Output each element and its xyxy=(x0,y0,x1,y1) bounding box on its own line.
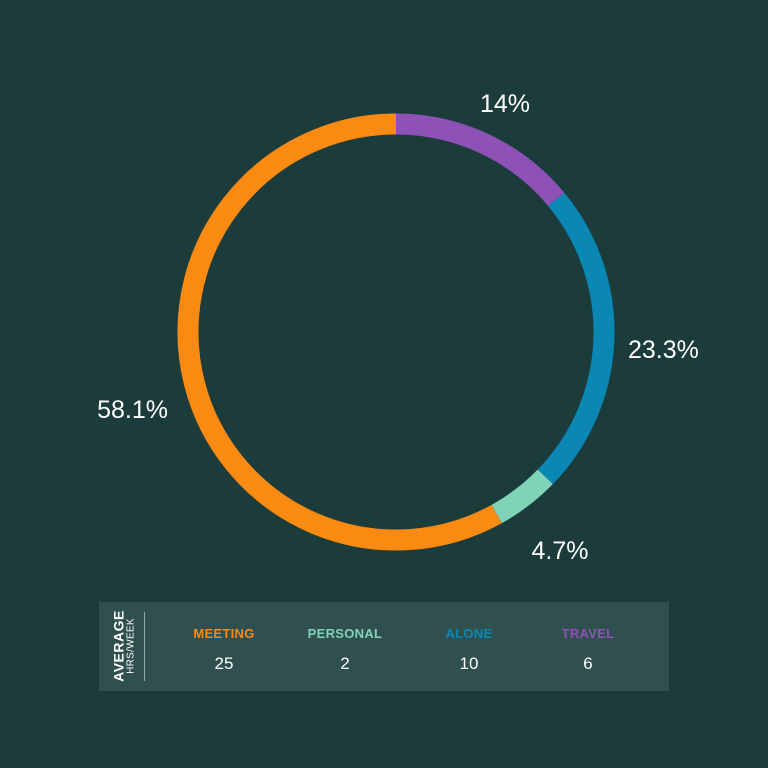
column-label-personal: PERSONAL xyxy=(307,626,383,641)
column-personal: PERSONAL 2 xyxy=(285,602,405,691)
slice-meeting xyxy=(177,113,502,551)
column-value-personal: 2 xyxy=(340,654,350,673)
column-value-travel: 6 xyxy=(583,654,593,673)
column-label-travel: TRAVEL xyxy=(561,626,615,641)
average-label-block: AVERAGE HRS/WEEK xyxy=(103,602,145,691)
column-travel: TRAVEL 6 xyxy=(528,602,648,691)
column-label-alone: ALONE xyxy=(445,626,493,641)
slice-label-personal: 4.7% xyxy=(532,537,589,565)
column-label-meeting: MEETING xyxy=(193,626,255,641)
divider xyxy=(144,612,145,681)
average-title: AVERAGE xyxy=(110,610,127,682)
slice-label-alone: 23.3% xyxy=(628,336,699,364)
slice-label-meeting: 58.1% xyxy=(97,396,168,424)
slice-travel xyxy=(395,113,565,207)
slice-personal xyxy=(491,469,553,524)
average-hours-table: AVERAGE HRS/WEEK MEETING 25 PERSONAL 2 A… xyxy=(99,602,669,691)
slice-label-travel: 14% xyxy=(480,90,530,118)
slice-alone xyxy=(537,192,615,485)
column-meeting: MEETING 25 xyxy=(164,602,284,691)
unit-label: HRS/WEEK xyxy=(125,618,137,674)
column-value-meeting: 25 xyxy=(214,654,234,673)
column-alone: ALONE 10 xyxy=(409,602,529,691)
column-value-alone: 10 xyxy=(459,654,479,673)
donut-chart: 14% 23.3% 4.7% 58.1% xyxy=(97,90,699,565)
